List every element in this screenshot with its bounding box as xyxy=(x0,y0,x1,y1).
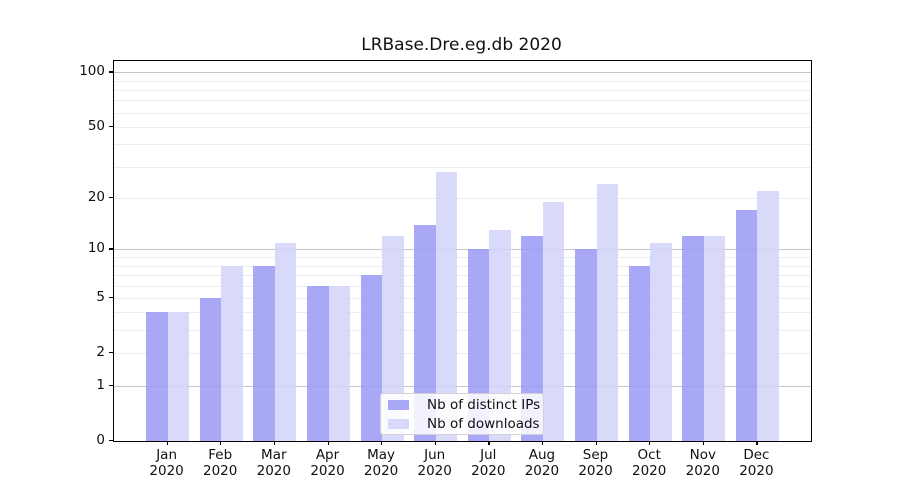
x-tick-label-oct: Oct 2020 xyxy=(632,447,667,479)
gridline-y-8 xyxy=(114,265,811,267)
x-tick-mark xyxy=(166,441,168,445)
x-tick-label-mar: Mar 2020 xyxy=(256,447,291,479)
x-tick-label-may: May 2020 xyxy=(363,447,399,479)
bar-sep-ips xyxy=(575,249,597,441)
x-tick-mark xyxy=(381,441,383,445)
bar-apr-downloads xyxy=(328,285,350,441)
gridline-y-80 xyxy=(114,89,811,91)
gridline-y-10 xyxy=(114,249,811,251)
y-tick-mark xyxy=(109,196,113,199)
bar-jun-ips xyxy=(414,224,436,441)
gridline-y-9 xyxy=(114,257,811,258)
gridline-y-3 xyxy=(114,330,811,332)
x-tick-label-nov: Nov 2020 xyxy=(685,447,720,479)
bar-jun-downloads xyxy=(435,172,458,441)
x-tick-label-feb: Feb 2020 xyxy=(203,447,238,479)
x-tick-mark xyxy=(327,441,329,445)
x-tick-label-jan: Jan 2020 xyxy=(149,447,184,479)
x-tick-label-jun: Jun 2020 xyxy=(417,447,452,479)
gridline-y-100 xyxy=(114,72,811,74)
y-tick-label-0: 0 xyxy=(96,432,105,448)
gridline-y-70 xyxy=(114,100,811,102)
gridline-y-1 xyxy=(114,385,811,387)
bar-oct-downloads xyxy=(650,242,672,441)
legend-swatch-downloads xyxy=(388,418,409,429)
x-tick-label-jul: Jul 2020 xyxy=(471,447,506,479)
gridline-y-4 xyxy=(114,312,811,314)
legend-row: Nb of distinct IPs xyxy=(381,397,543,413)
gridline-y-40 xyxy=(114,144,811,146)
gridline-y-2 xyxy=(114,353,811,355)
bar-feb-downloads xyxy=(221,265,243,441)
gridline-y-30 xyxy=(114,166,811,168)
bar-apr-ips xyxy=(307,285,329,441)
y-tick-label-20: 20 xyxy=(87,188,105,205)
x-tick-mark xyxy=(595,441,597,445)
bar-jan-ips xyxy=(146,312,168,441)
x-tick-mark xyxy=(541,441,544,445)
bar-mar-downloads xyxy=(274,242,297,441)
x-tick-mark xyxy=(273,441,276,445)
y-tick-label-50: 50 xyxy=(87,117,105,134)
x-tick-mark xyxy=(434,441,436,445)
gridline-y-60 xyxy=(114,112,811,114)
y-tick-mark xyxy=(109,352,113,354)
gridline-y-50 xyxy=(114,126,811,128)
gridline-y-7 xyxy=(114,274,811,276)
gridline-y-90 xyxy=(114,80,811,82)
bar-may-ips xyxy=(360,274,383,441)
x-tick-label-aug: Aug 2020 xyxy=(524,447,560,479)
y-tick-label-5: 5 xyxy=(96,288,105,305)
y-tick-mark xyxy=(109,296,113,299)
bar-nov-ips xyxy=(682,236,704,441)
x-tick-mark xyxy=(702,441,705,445)
bar-oct-ips xyxy=(628,265,651,441)
legend-label: Nb of downloads xyxy=(427,415,540,432)
y-tick-mark xyxy=(109,384,113,386)
y-tick-label-2: 2 xyxy=(96,344,105,361)
y-tick-mark xyxy=(109,440,113,442)
bar-aug-downloads xyxy=(542,201,565,441)
bar-feb-ips xyxy=(199,297,222,441)
bar-dec-downloads xyxy=(757,190,779,441)
y-tick-mark xyxy=(109,125,113,128)
legend-label: Nb of distinct IPs xyxy=(427,396,541,413)
x-tick-label-dec: Dec 2020 xyxy=(739,447,774,479)
gridline-y-5 xyxy=(114,297,811,299)
legend-swatch-distinct-ips xyxy=(388,399,409,410)
y-tick-mark xyxy=(109,71,113,73)
gridline-y-6 xyxy=(114,285,811,287)
bar-jul-downloads xyxy=(489,230,511,441)
y-tick-label-1: 1 xyxy=(96,376,105,393)
bar-dec-ips xyxy=(735,210,758,441)
x-tick-label-apr: Apr 2020 xyxy=(310,447,345,479)
x-tick-mark xyxy=(220,441,222,445)
bar-aug-ips xyxy=(521,236,543,441)
bar-mar-ips xyxy=(253,265,275,441)
gridline-y-20 xyxy=(114,197,811,199)
y-tick-label-10: 10 xyxy=(87,240,105,257)
x-tick-mark xyxy=(649,441,651,445)
x-tick-mark xyxy=(756,441,758,445)
legend: Nb of distinct IPs Nb of downloads xyxy=(380,393,544,435)
bar-sep-downloads xyxy=(596,183,618,441)
legend-row: Nb of downloads xyxy=(381,416,543,432)
bar-jan-downloads xyxy=(167,312,190,441)
y-tick-label-100: 100 xyxy=(79,63,105,80)
bar-may-downloads xyxy=(382,236,404,441)
y-tick-mark xyxy=(109,248,113,250)
bar-nov-downloads xyxy=(703,236,726,441)
chart-title: LRBase.Dre.eg.db 2020 xyxy=(361,35,562,55)
plot-area: Nb of distinct IPs Nb of downloads xyxy=(113,60,812,442)
x-tick-label-sep: Sep 2020 xyxy=(578,447,613,479)
x-tick-mark xyxy=(488,441,490,445)
